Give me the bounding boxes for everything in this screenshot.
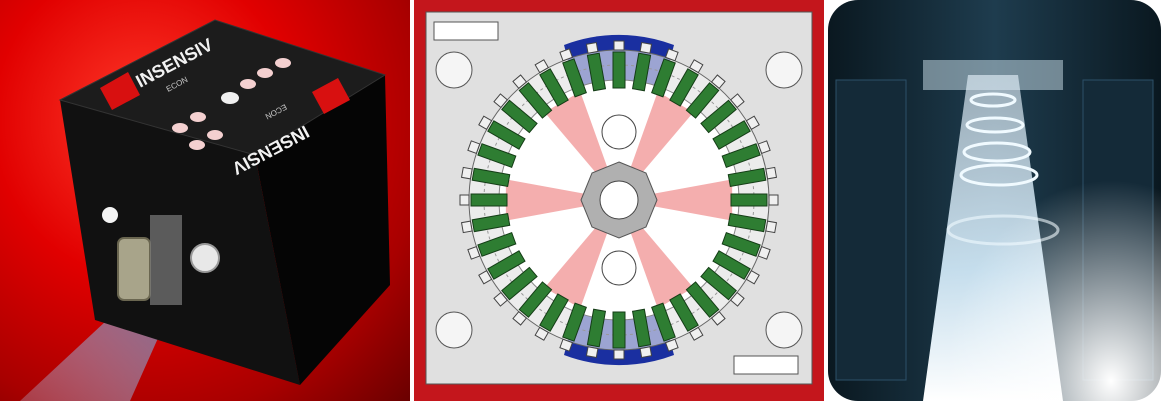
- sensor-module: [559, 48, 587, 98]
- sensor-box-illustration: INSENSIV ECON INSENSIV ECON: [20, 19, 390, 401]
- sensor-module: [467, 232, 517, 260]
- sensor-module: [669, 59, 704, 107]
- sensor-module: [727, 166, 778, 188]
- belt-guide: [150, 215, 182, 305]
- sensor-module: [700, 266, 745, 307]
- sensor-module: [700, 93, 745, 134]
- sensor-module: [631, 41, 653, 92]
- sensor-module: [685, 281, 726, 326]
- corner-hole-tr: [765, 51, 803, 89]
- sensor-module: [478, 115, 526, 150]
- sensor-module: [585, 41, 607, 92]
- sensor-module: [721, 232, 771, 260]
- corner-hole-tl: [435, 51, 473, 89]
- sensor-module: [512, 74, 553, 119]
- bottle-part: [117, 237, 151, 301]
- front-lens-right: [190, 243, 220, 273]
- sensor-module: [730, 193, 779, 207]
- bottom-aperture: [601, 250, 637, 286]
- sensor-module: [534, 293, 569, 341]
- corner-hole-br: [765, 311, 803, 349]
- top-left-label-plate: [433, 21, 499, 41]
- sensor-module: [612, 311, 626, 360]
- sensor-ring-diagram: [414, 0, 824, 401]
- sensor-module: [631, 308, 653, 359]
- center-aperture: [599, 180, 639, 220]
- sensor-module: [512, 281, 553, 326]
- sensor-module: [460, 212, 511, 234]
- camera-beam: [505, 179, 619, 221]
- box-top-face: [58, 19, 387, 156]
- indicator-lights: [172, 58, 291, 150]
- sensor-module: [534, 59, 569, 107]
- sensor-module: [651, 48, 679, 98]
- sensor-box-photo: INSENSIV ECON INSENSIV ECON: [0, 0, 410, 401]
- sensor-module: [669, 293, 704, 341]
- sensor-module: [712, 115, 760, 150]
- sensor-modules: [459, 40, 779, 360]
- bottom-right-label-plate: [733, 355, 799, 375]
- conveyor-scan-photo: [828, 0, 1161, 401]
- sensor-module: [585, 308, 607, 359]
- camera-beam: [619, 179, 733, 221]
- ring-diagram-svg: [414, 0, 824, 401]
- sensor-module: [559, 302, 587, 352]
- sensor-module: [727, 212, 778, 234]
- sensor-module: [721, 140, 771, 168]
- sensor-module: [612, 40, 626, 89]
- sensor-module: [460, 166, 511, 188]
- sensor-module: [493, 93, 538, 134]
- front-lens-left: [102, 207, 118, 223]
- conveyor-scan-illustration: [828, 0, 1161, 401]
- sensor-module: [685, 74, 726, 119]
- top-aperture: [601, 114, 637, 150]
- sensor-module: [459, 193, 508, 207]
- box-side-face: [255, 75, 390, 385]
- sensor-module: [478, 250, 526, 285]
- light-fade: [828, 0, 1161, 401]
- sensor-module: [493, 266, 538, 307]
- sensor-module: [651, 302, 679, 352]
- sensor-module: [712, 250, 760, 285]
- corner-hole-bl: [435, 311, 473, 349]
- sensor-module: [467, 140, 517, 168]
